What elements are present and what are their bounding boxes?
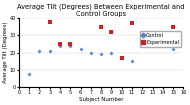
Y-axis label: Average Tilt (Degrees): Average Tilt (Degrees) bbox=[3, 22, 9, 83]
Point bbox=[89, 52, 92, 54]
Point bbox=[161, 45, 164, 47]
X-axis label: Subject Number: Subject Number bbox=[79, 96, 123, 102]
Point bbox=[120, 57, 123, 59]
Point bbox=[28, 73, 31, 74]
Point bbox=[151, 43, 154, 45]
Point bbox=[69, 45, 72, 47]
Point bbox=[131, 22, 134, 24]
Point bbox=[100, 54, 103, 55]
Legend: Control, Experimental: Control, Experimental bbox=[140, 31, 181, 47]
Point bbox=[110, 52, 113, 54]
Point bbox=[100, 26, 103, 28]
Point bbox=[59, 45, 62, 47]
Point bbox=[110, 31, 113, 33]
Point bbox=[69, 43, 72, 45]
Point bbox=[48, 21, 51, 22]
Point bbox=[131, 60, 134, 62]
Point bbox=[48, 50, 51, 52]
Point bbox=[172, 48, 175, 50]
Point bbox=[79, 48, 82, 50]
Point bbox=[38, 50, 41, 52]
Title: Average Tilt (Degrees) Between Experimental and
Control Groups: Average Tilt (Degrees) Between Experimen… bbox=[17, 3, 185, 17]
Point bbox=[59, 43, 62, 45]
Point bbox=[172, 26, 175, 28]
